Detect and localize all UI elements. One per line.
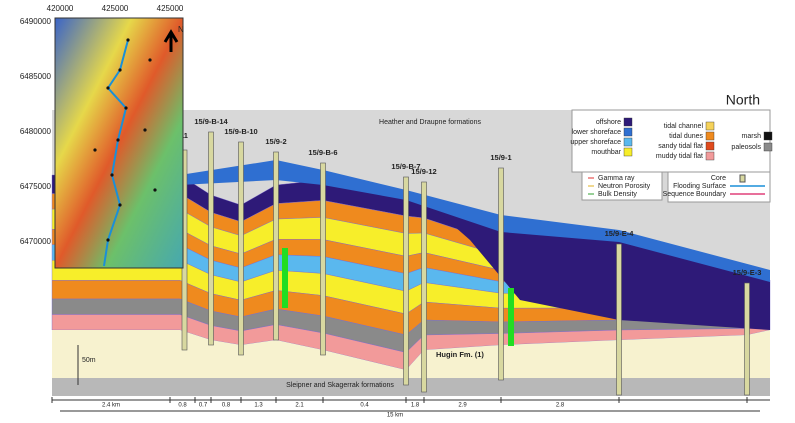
well-dot xyxy=(148,58,152,62)
well xyxy=(273,151,279,341)
well-label: 15/9-B-6 xyxy=(308,148,337,157)
map-x-label: 425000 xyxy=(157,4,184,13)
legend-label: lower shoreface xyxy=(572,129,622,136)
legend-label: Neutron Porosity xyxy=(598,183,651,190)
north-label: N xyxy=(178,25,184,34)
bottom-strip xyxy=(52,378,770,396)
legend-swatch xyxy=(763,131,773,141)
distance-label: 1.3 xyxy=(254,403,263,409)
map-x-label: 420000 xyxy=(47,4,74,13)
well-dot xyxy=(118,68,122,72)
well xyxy=(744,282,750,396)
legend-label: offshore xyxy=(596,119,621,126)
well-label: 15/9-B-14 xyxy=(194,117,228,126)
well-label: 15/9-E-4 xyxy=(605,229,635,238)
well xyxy=(403,176,409,386)
well-dot xyxy=(118,203,122,207)
legend-swatch xyxy=(623,117,633,127)
distance-label: 2.8 xyxy=(556,403,565,409)
well xyxy=(320,162,326,356)
facies-legend xyxy=(571,109,771,173)
well-label: 15/9-2 xyxy=(265,137,286,146)
well xyxy=(616,243,622,396)
well-label: 11 xyxy=(180,131,188,140)
total-label: 15 km xyxy=(387,413,403,418)
legend-swatch xyxy=(623,147,633,157)
legend-label: sandy tidal flat xyxy=(658,143,703,150)
well-label: 15/9-1 xyxy=(490,153,511,162)
legend-swatch xyxy=(763,142,773,152)
location-map xyxy=(54,17,184,269)
well-dot xyxy=(110,173,114,177)
symbol-legend xyxy=(667,171,771,203)
distance-label: 0.8 xyxy=(222,403,231,409)
well xyxy=(238,141,244,356)
core-symbol xyxy=(739,174,746,183)
well-dot xyxy=(143,128,147,132)
legend-label: Bulk Density xyxy=(598,191,637,198)
legend-swatch xyxy=(623,127,633,137)
distance-label: 1.8 xyxy=(411,403,420,409)
legend-swatch xyxy=(705,151,715,161)
distance-label: 0.4 xyxy=(360,403,369,409)
well xyxy=(421,181,427,393)
offshore-wedge xyxy=(430,205,770,330)
well-dot xyxy=(126,38,130,42)
offshore-top xyxy=(180,160,770,282)
map-y-label: 6480000 xyxy=(20,127,52,136)
legend-label: mouthbar xyxy=(591,149,621,156)
well-label: 15/9-B-7 xyxy=(391,162,420,171)
distance-label: 2.1 xyxy=(295,403,304,409)
highlight xyxy=(282,248,288,308)
map-x-label: 425000 xyxy=(102,4,129,13)
log-legend xyxy=(581,171,663,201)
map-y-label: 6490000 xyxy=(20,17,52,26)
highlight xyxy=(508,288,514,346)
basement xyxy=(52,330,770,378)
legend-swatch xyxy=(705,141,715,151)
scale-label: 50m xyxy=(82,357,96,364)
north-arrow xyxy=(163,29,179,52)
legend-label: upper shoreface xyxy=(570,139,621,146)
legend-swatch xyxy=(705,121,715,131)
well-label: 15/9-B-10 xyxy=(224,127,257,136)
well-dot xyxy=(124,106,128,110)
map-y-label: 6485000 xyxy=(20,72,52,81)
well-dot xyxy=(93,148,97,152)
well-label: 15/9-12 xyxy=(411,167,436,176)
map-y-label: 6475000 xyxy=(20,182,52,191)
well-dot xyxy=(153,188,157,192)
legend-swatch xyxy=(623,137,633,147)
well-dot xyxy=(106,86,110,90)
legend-label: marsh xyxy=(742,133,762,140)
section-title: North xyxy=(726,92,760,108)
well xyxy=(498,167,504,381)
legend-label: tidal dunes xyxy=(669,133,703,140)
distance-label: 2.9 xyxy=(458,403,467,409)
legend-label: Flooding Surface xyxy=(673,183,726,190)
well-label: 15/9-E-3 xyxy=(733,268,762,277)
well-dot xyxy=(116,138,120,142)
distance-label: 0.8 xyxy=(178,403,187,409)
map-y-label: 6470000 xyxy=(20,237,52,246)
legend-label: paleosols xyxy=(731,144,761,151)
distance-label: 2.4 km xyxy=(102,403,120,409)
top-label: Heather and Draupne formations xyxy=(379,119,481,126)
well-dot xyxy=(106,238,110,242)
legend-swatch xyxy=(705,131,715,141)
legend-label: muddy tidal flat xyxy=(656,153,703,160)
distance-label: 0.7 xyxy=(199,403,208,409)
legend-label: Core xyxy=(711,175,726,182)
bottom-label: Sleipner and Skagerrak formations xyxy=(286,382,394,389)
well xyxy=(208,131,214,346)
hugin-label: Hugin Fm. (1) xyxy=(436,350,484,359)
legend-label: Gamma ray xyxy=(598,175,635,182)
legend-label: tidal channel xyxy=(664,123,704,130)
legend-label: Sequence Boundary xyxy=(663,191,727,198)
